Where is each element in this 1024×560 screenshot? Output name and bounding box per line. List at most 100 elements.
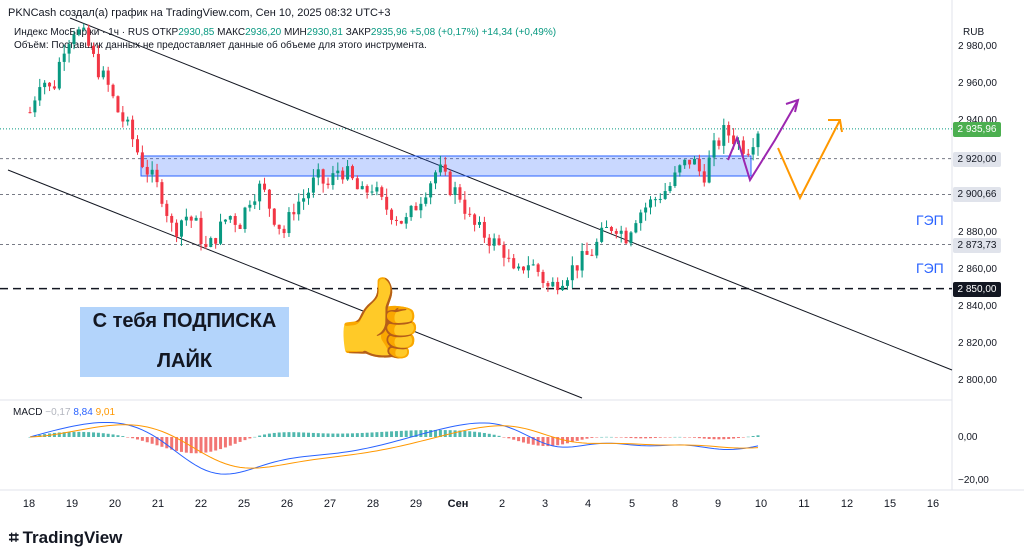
candle-body: [306, 192, 310, 199]
macd-hist-value: −0,17: [45, 407, 71, 418]
candle-body: [253, 201, 257, 205]
candle-body: [590, 254, 594, 256]
change2-value: +14,34 (+0,49%): [481, 27, 557, 38]
symbol-label[interactable]: Индекс МосБиржи · 1ч · RUS: [14, 27, 150, 38]
open-label: ОТКР: [151, 27, 179, 38]
macd-histogram-bar: [96, 432, 100, 437]
price-tick-label: 2 880,00: [958, 226, 997, 238]
macd-histogram-bar: [751, 435, 755, 437]
macd-histogram-bar: [277, 432, 281, 437]
currency-label[interactable]: RUB: [963, 27, 985, 38]
macd-histogram-bar: [72, 431, 76, 437]
candle-body: [663, 191, 667, 199]
candle-body: [33, 100, 37, 113]
macd-histogram-bar: [316, 433, 320, 437]
price-tick-label: 2 940,00: [958, 115, 997, 127]
promo-box: [80, 307, 289, 377]
candle-body: [702, 171, 706, 183]
macd-histogram-bar: [62, 432, 66, 437]
candle-body: [82, 27, 86, 30]
macd-histogram-bar: [126, 437, 130, 438]
candle-body: [487, 237, 491, 246]
macd-legend[interactable]: MACD −0,17 8,84 9,01: [13, 407, 115, 418]
candle-body: [727, 125, 731, 136]
candle-body: [121, 112, 125, 122]
candle-body: [38, 87, 42, 101]
candle-body: [565, 280, 569, 286]
candle-body: [531, 264, 535, 266]
candle-body: [267, 189, 271, 209]
time-tick-label: 15: [883, 498, 897, 510]
macd-histogram-bar: [390, 431, 394, 437]
macd-histogram-bar: [502, 437, 506, 438]
candle-body: [492, 238, 496, 246]
macd-histogram-bar: [683, 437, 687, 438]
macd-histogram-bar: [57, 432, 61, 437]
macd-histogram-bar: [541, 437, 545, 446]
candle-body: [131, 119, 135, 140]
candle-body: [751, 147, 755, 155]
price-tick-label: 2 840,00: [958, 301, 997, 313]
candle-body: [634, 223, 638, 233]
candle-body: [399, 220, 403, 224]
candle-body: [165, 203, 169, 216]
macd-histogram-bar: [561, 437, 565, 445]
candle-body: [272, 208, 276, 225]
tradingview-logo[interactable]: ⌗ TradingView: [9, 528, 122, 548]
macd-histogram-bar: [209, 437, 213, 452]
candle-body: [287, 212, 291, 234]
macd-histogram-bar: [595, 437, 599, 438]
candle-body: [678, 165, 682, 173]
candle-body: [600, 227, 604, 242]
gap-label-2: ГЭП: [916, 260, 944, 276]
time-tick-label: 8: [671, 498, 679, 510]
candle-body: [556, 281, 560, 291]
macd-histogram-bar: [272, 432, 276, 437]
candle-body: [536, 264, 540, 272]
candle-body: [170, 215, 174, 223]
macd-signal-line: [29, 424, 759, 469]
macd-histogram-bar: [145, 437, 149, 443]
macd-histogram-bar: [556, 437, 560, 446]
macd-histogram-bar: [463, 430, 467, 437]
candle-body: [658, 198, 662, 200]
price-badge: 2 900,66: [953, 187, 1001, 203]
candle-body: [346, 166, 350, 180]
macd-histogram-bar: [673, 436, 677, 438]
time-tick-label: 26: [280, 498, 294, 510]
candle-body: [96, 53, 100, 78]
candle-body: [722, 125, 726, 146]
macd-histogram-bar: [497, 435, 501, 437]
macd-histogram-bar: [521, 437, 525, 443]
candle-body: [448, 171, 452, 195]
candle-body: [350, 166, 354, 179]
candle-body: [732, 135, 736, 145]
candle-body: [48, 82, 52, 87]
macd-histogram-bar: [165, 437, 169, 449]
macd-histogram-bar: [609, 436, 613, 438]
macd-histogram-bar: [531, 437, 535, 445]
time-tick-label: 27: [323, 498, 337, 510]
tv-mark-icon: ⌗: [9, 528, 18, 547]
candle-body: [458, 187, 462, 200]
time-tick-label: 10: [754, 498, 768, 510]
candle-body: [311, 177, 315, 193]
macd-histogram-bar: [150, 437, 154, 444]
gap-label-1: ГЭП: [916, 212, 944, 228]
time-tick-label: 16: [926, 498, 940, 510]
macd-histogram-bar: [717, 437, 721, 440]
candle-body: [429, 183, 433, 198]
candle-body: [77, 29, 81, 35]
macd-histogram-bar: [204, 437, 208, 453]
candle-body: [126, 119, 130, 122]
candle-body: [67, 44, 71, 54]
candle-body: [243, 207, 247, 230]
macd-histogram-bar: [526, 437, 530, 444]
close-value: 2935,96: [370, 27, 408, 38]
candle-body: [194, 217, 198, 221]
candle-body: [184, 216, 188, 221]
macd-histogram-bar: [478, 432, 482, 437]
candle-body: [258, 183, 262, 202]
candle-body: [629, 232, 633, 244]
